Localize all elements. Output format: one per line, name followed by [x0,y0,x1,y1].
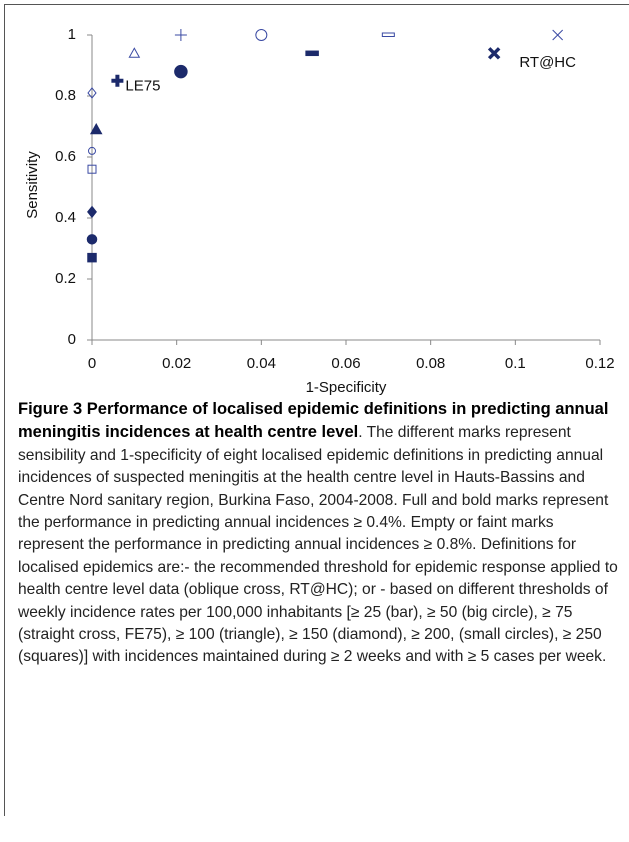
point [87,164,97,174]
y-tick-label: 0.2 [55,270,76,287]
point [174,64,188,79]
point [381,32,395,37]
point-label: LE75 [125,78,160,95]
figure-frame [4,4,629,816]
caption-text: . The different marks represent sensibil… [18,424,618,666]
x-tick-label: 0.1 [505,355,526,372]
point-label: RT@HC [519,54,576,71]
point [174,29,187,41]
y-tick-label: 0.4 [55,209,76,226]
y-tick-label: 0.8 [55,87,76,104]
x-tick-label: 0.04 [247,355,276,372]
point [305,50,319,57]
x-tick-label: 0.12 [585,355,614,372]
x-tick-label: 0.02 [162,355,191,372]
point [552,29,564,41]
point [128,47,141,58]
x-tick-label: 0.06 [331,355,360,372]
point [86,234,98,245]
y-axis-title: Sensitivity [24,151,41,219]
point [87,205,97,219]
point [487,47,501,60]
x-tick-label: 0.08 [416,355,445,372]
chart: Sensitivity 1-Specificity 0 0.2 0.4 0.6 0.8 1… [24,26,615,396]
point [87,87,97,99]
point [89,123,103,135]
caption-title: Figure 3 Performance of localised epidem… [18,400,609,442]
x-axis-title: 1-Specificity [306,379,387,396]
y-tick-label: 1 [68,26,76,43]
x-tick-label: 0 [88,355,96,372]
point [255,29,268,41]
point [111,74,124,87]
point [88,146,96,155]
y-tick-label: 0.6 [55,148,76,165]
point [87,252,97,263]
y-tick-label: 0 [68,331,76,348]
caption: Figure 3 Performance of localised epidem… [18,398,618,669]
